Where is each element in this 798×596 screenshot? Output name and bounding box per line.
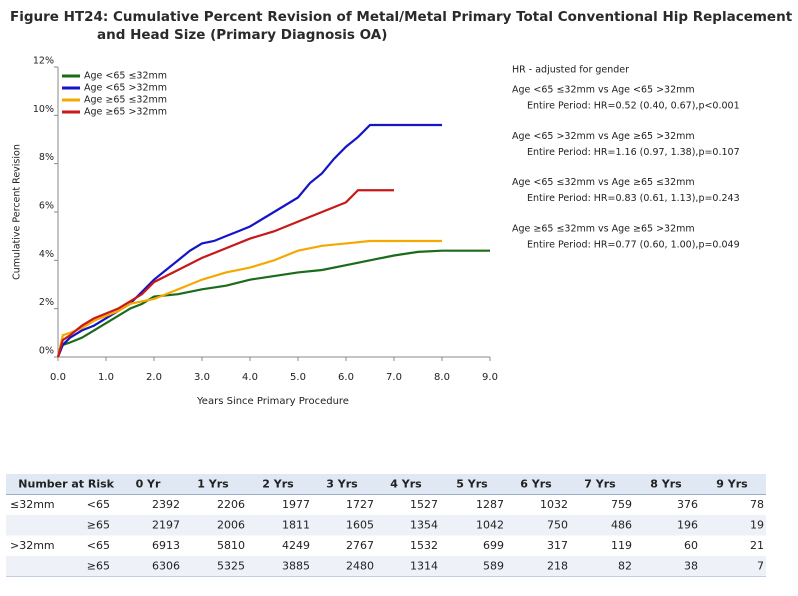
table-column-header: 5 Yrs xyxy=(456,477,488,490)
table-cell: 38 xyxy=(684,559,698,572)
table-cell: 119 xyxy=(611,539,632,552)
series-line xyxy=(56,123,442,358)
table-cell: 7 xyxy=(757,559,764,572)
table-cell: 699 xyxy=(483,539,504,552)
y-tick-label: 6% xyxy=(39,201,54,212)
table-cell: 4249 xyxy=(282,539,310,552)
y-tick-label: 4% xyxy=(39,249,54,260)
table-cell: 6913 xyxy=(152,539,180,552)
table-column-header: 8 Yrs xyxy=(650,477,682,490)
table-cell: 486 xyxy=(611,518,632,531)
hr-result: Entire Period: HR=0.83 (0.61, 1.13),p=0.… xyxy=(527,193,740,204)
hr-comparison: Age ≥65 ≤32mm vs Age ≥65 >32mm xyxy=(512,223,695,234)
table-column-header: 7 Yrs xyxy=(584,477,616,490)
table-column-header: 0 Yr xyxy=(136,477,161,490)
series-line xyxy=(56,239,442,358)
table-column-header: 1 Yrs xyxy=(197,477,229,490)
y-tick-label: 10% xyxy=(33,104,54,115)
table-cell: 1977 xyxy=(282,498,310,511)
x-tick-label: 8.0 xyxy=(434,372,450,383)
legend-label: Age ≥65 ≤32mm xyxy=(84,95,167,106)
table-cell: 1605 xyxy=(346,518,374,531)
table-cell: 3885 xyxy=(282,559,310,572)
table-cell: 2480 xyxy=(346,559,374,572)
table-cell: 1354 xyxy=(410,518,438,531)
table-row-bg xyxy=(6,515,766,536)
table-cell: 1527 xyxy=(410,498,438,511)
table-group: >32mm xyxy=(10,539,55,552)
table-cell: 60 xyxy=(684,539,698,552)
hr-comparison: Age <65 >32mm vs Age ≥65 >32mm xyxy=(512,131,695,142)
chart-title: Figure HT24: Cumulative Percent Revision… xyxy=(10,9,798,25)
hr-comparison: Age <65 ≤32mm vs Age ≥65 ≤32mm xyxy=(512,177,695,188)
series-line xyxy=(56,189,394,358)
table-column-header: 3 Yrs xyxy=(326,477,358,490)
x-tick-label: 4.0 xyxy=(242,372,258,383)
table-cell: 5325 xyxy=(217,559,245,572)
table-cell: 1042 xyxy=(476,518,504,531)
table-cell: 196 xyxy=(677,518,698,531)
x-tick-label: 3.0 xyxy=(194,372,210,383)
annotation-title: HR - adjusted for gender xyxy=(512,65,629,76)
table-group: ≤32mm xyxy=(10,498,55,511)
table-cell: 6306 xyxy=(152,559,180,572)
table-column-header: 4 Yrs xyxy=(390,477,422,490)
y-axis-label: Cumulative Percent Revision xyxy=(12,144,23,280)
y-tick-label: 0% xyxy=(39,346,54,357)
table-cell: 5810 xyxy=(217,539,245,552)
table-cell: 78 xyxy=(750,498,764,511)
table-cell: 21 xyxy=(750,539,764,552)
x-tick-label: 7.0 xyxy=(386,372,402,383)
table-row-bg xyxy=(6,556,766,577)
table-cell: 750 xyxy=(547,518,568,531)
table-age: <65 xyxy=(87,539,110,552)
table-cell: 2392 xyxy=(152,498,180,511)
y-tick-label: 8% xyxy=(39,152,54,163)
hr-comparison: Age <65 ≤32mm vs Age <65 >32mm xyxy=(512,85,695,96)
x-tick-label: 2.0 xyxy=(146,372,162,383)
x-axis-label: Years Since Primary Procedure xyxy=(196,396,349,407)
series-line xyxy=(56,249,490,358)
hr-result: Entire Period: HR=1.16 (0.97, 1.38),p=0.… xyxy=(527,147,740,158)
table-cell: 317 xyxy=(547,539,568,552)
table-column-header: 2 Yrs xyxy=(262,477,294,490)
table-cell: 376 xyxy=(677,498,698,511)
table-cell: 19 xyxy=(750,518,764,531)
table-age: ≥65 xyxy=(87,518,110,531)
table-cell: 1532 xyxy=(410,539,438,552)
x-tick-label: 0.0 xyxy=(50,372,66,383)
table-cell: 2206 xyxy=(217,498,245,511)
legend-label: Age <65 >32mm xyxy=(84,83,167,94)
y-tick-label: 12% xyxy=(33,56,54,67)
hr-result: Entire Period: HR=0.77 (0.60, 1.00),p=0.… xyxy=(527,239,740,250)
table-cell: 1811 xyxy=(282,518,310,531)
legend-label: Age <65 ≤32mm xyxy=(84,71,167,82)
legend-label: Age ≥65 >32mm xyxy=(84,107,167,118)
x-tick-label: 5.0 xyxy=(290,372,306,383)
table-column-header: 6 Yrs xyxy=(520,477,552,490)
table-age: ≥65 xyxy=(87,559,110,572)
table-cell: 759 xyxy=(611,498,632,511)
table-cell: 1287 xyxy=(476,498,504,511)
table-age: <65 xyxy=(87,498,110,511)
table-cell: 1314 xyxy=(410,559,438,572)
table-cell: 82 xyxy=(618,559,632,572)
table-column-header: 9 Yrs xyxy=(716,477,748,490)
x-tick-label: 1.0 xyxy=(98,372,114,383)
hr-result: Entire Period: HR=0.52 (0.40, 0.67),p<0.… xyxy=(527,101,740,112)
table-header-bg xyxy=(6,474,766,495)
table-cell: 1032 xyxy=(540,498,568,511)
table-cell: 2197 xyxy=(152,518,180,531)
x-tick-label: 6.0 xyxy=(338,372,354,383)
table-header: Number at Risk xyxy=(18,477,114,490)
x-tick-label: 9.0 xyxy=(482,372,498,383)
table-cell: 589 xyxy=(483,559,504,572)
table-cell: 1727 xyxy=(346,498,374,511)
chart-title: and Head Size (Primary Diagnosis OA) xyxy=(97,27,387,43)
table-cell: 2767 xyxy=(346,539,374,552)
table-cell: 218 xyxy=(547,559,568,572)
table-cell: 2006 xyxy=(217,518,245,531)
y-tick-label: 2% xyxy=(39,297,54,308)
